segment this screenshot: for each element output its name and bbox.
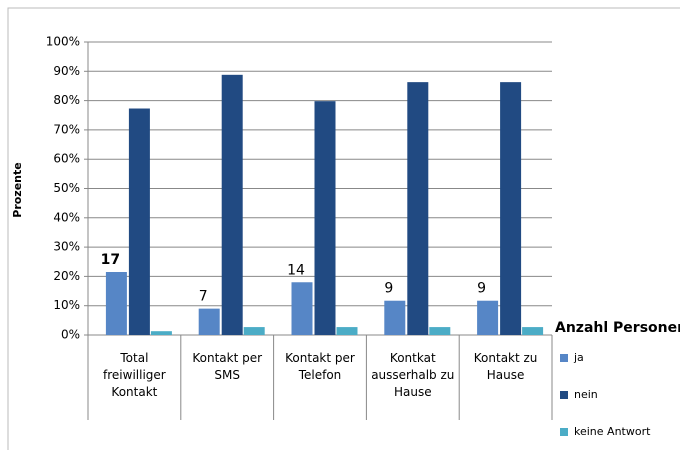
y-axis-label: Prozente xyxy=(11,162,24,217)
legend-swatch xyxy=(560,428,568,436)
bar xyxy=(291,282,313,335)
y-tick-label: 0% xyxy=(61,328,80,342)
x-tick-label: Kontakt per Telefon xyxy=(285,351,355,382)
bar xyxy=(150,331,172,335)
legend-label: keine Antwort xyxy=(574,425,651,438)
y-tick-label: 30% xyxy=(53,240,80,254)
chart-frame xyxy=(7,7,680,450)
bar xyxy=(500,82,522,336)
bar xyxy=(314,101,336,335)
y-tick-label: 70% xyxy=(53,122,80,136)
y-tick-label: 90% xyxy=(53,64,80,78)
y-tick-label: 40% xyxy=(53,210,80,224)
bar xyxy=(407,82,429,336)
bar xyxy=(429,327,451,335)
legend-label: nein xyxy=(574,388,598,401)
bar xyxy=(522,327,544,335)
bar xyxy=(477,300,499,335)
bar xyxy=(384,300,406,335)
legend-swatch xyxy=(560,354,568,362)
y-tick-label: 100% xyxy=(46,35,80,49)
data-label: 17 xyxy=(101,252,120,268)
bar xyxy=(105,272,127,335)
y-tick-label: 50% xyxy=(53,181,80,195)
y-tick-label: 20% xyxy=(53,269,80,283)
legend-label: ja xyxy=(573,351,584,364)
y-tick-label: 10% xyxy=(53,298,80,312)
legend-swatch xyxy=(560,391,568,399)
legend-title: Anzahl Personen xyxy=(555,320,680,336)
x-tick-label: Kontkat ausserhalb zu Hause xyxy=(371,351,455,399)
y-tick-label: 80% xyxy=(53,93,80,107)
y-tick-label: 60% xyxy=(53,152,80,166)
bar xyxy=(243,327,265,335)
bar xyxy=(128,108,150,335)
x-tick-label: Total freiwilliger Kontakt xyxy=(103,351,166,399)
data-label: 14 xyxy=(287,262,305,278)
x-tick-label: Kontakt per SMS xyxy=(192,351,263,382)
data-label: 9 xyxy=(477,281,486,297)
bar xyxy=(198,308,220,335)
data-label: 9 xyxy=(384,281,393,297)
data-label: 7 xyxy=(199,289,208,305)
bar xyxy=(336,327,358,335)
bar xyxy=(221,74,243,335)
x-tick-label: Kontakt zu Hause xyxy=(473,351,538,382)
